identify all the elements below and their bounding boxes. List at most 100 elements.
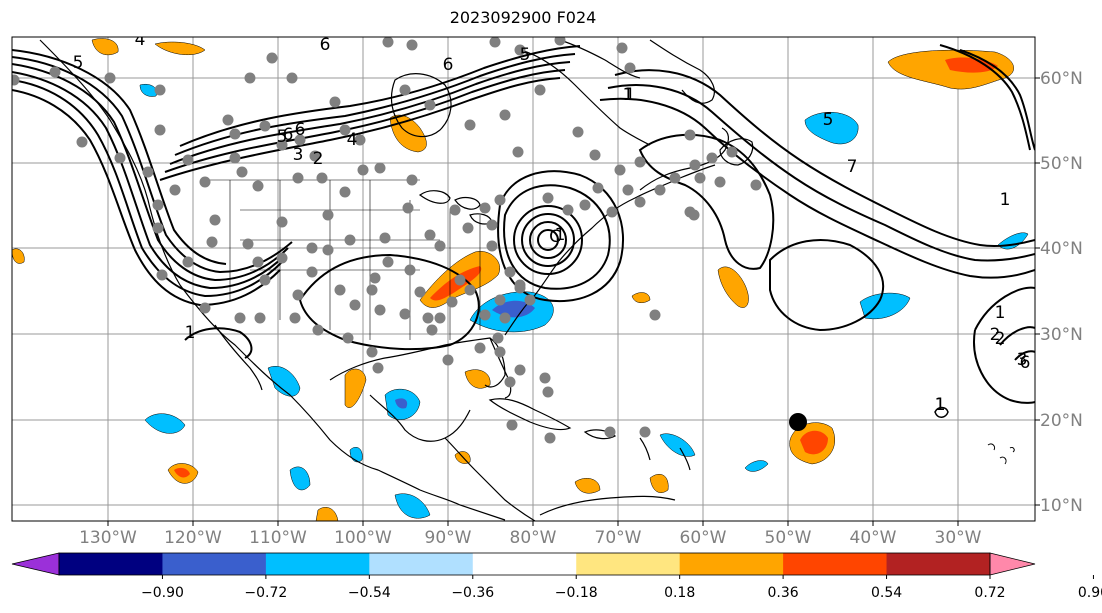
colorbar-tick-label: 0.36 [768,585,799,601]
shade-negative [859,292,911,320]
contour-label: 5 [277,127,288,147]
station-dot [322,209,334,221]
station-dot [474,342,486,354]
contour-label: 1 [995,303,1006,323]
station-dot [306,242,318,254]
station-dot [514,364,526,376]
station-dot [479,202,491,214]
station-dot [694,172,706,184]
lon-tick-label: 100°W [334,528,392,548]
station-dot [726,146,738,158]
shade-positive [649,474,669,493]
station-dot [379,232,391,244]
station-dot [406,174,418,186]
station-dot [222,114,234,126]
station-dot [357,164,369,176]
colorbar-segment [162,553,267,575]
station-dot [289,312,301,324]
station-dot [292,172,304,184]
station-dot [309,150,321,162]
station-dot [259,274,271,286]
station-dot [292,289,304,301]
colorbar-segment [472,553,577,575]
lat-tick-label: 20°N [1040,411,1083,431]
station-dot [579,199,591,211]
lon-tick-label: 90°W [425,528,472,548]
lon-tick-label: 130°W [79,528,137,548]
shade-positive [344,368,367,408]
station-dot [374,162,386,174]
longitude-axis: 130°W 120°W 110°W 100°W 90°W 80°W 70°W 60°W 50°W… [79,521,982,548]
lon-tick-label: 110°W [249,528,307,548]
shade-negative [144,413,186,434]
station-dot [624,62,636,74]
station-dot [276,216,288,228]
station-dot [334,284,346,296]
station-dot [616,42,628,54]
contour-label: 6 [295,120,306,140]
station-dot [369,272,381,284]
station-dot [544,432,556,444]
shade-positive-core [174,467,190,478]
contour-label: 1 [623,85,634,105]
station-dot [382,256,394,268]
lon-tick-label: 30°W [935,528,982,548]
station-dot [504,266,516,278]
station-dot [434,312,446,324]
station-dot [366,346,378,358]
station-dot [154,124,166,136]
station-dot [76,136,88,148]
contour-label: 1 [935,395,946,415]
shade-negative [744,460,769,472]
station-dot [589,149,601,161]
station-dot [276,139,288,151]
station-dot [316,172,328,184]
station-dot [486,240,498,252]
station-dot [424,229,436,241]
station-dot [322,244,334,256]
station-dot [366,284,378,296]
contour-label: 4 [135,30,146,50]
station-dot [494,194,506,206]
station-dot [199,176,211,188]
station-dot [229,152,241,164]
station-dot [542,386,554,398]
colorbar-border [58,552,991,576]
contour-label: 2 [990,325,1001,345]
station-dot [259,120,271,132]
station-dot [454,274,466,286]
station-dot [634,196,646,208]
colorbar-segment [679,553,784,575]
shade-positive [154,41,206,56]
station-dot [554,37,566,46]
colorbar-extend-high [989,552,1036,576]
lat-tick-label: 40°N [1040,239,1083,259]
station-dot [286,72,298,84]
colorbar: −0.90 −0.72 −0.54 −0.36 −0.18 0.18 0.36 0.54 0.7… [11,552,1102,601]
station-dot [592,182,604,194]
shade-negative [659,433,696,457]
colorbar-tick-label: 0.72 [974,585,1005,601]
station-dot [572,126,584,138]
station-dot [399,308,411,320]
contour-label: 6 [283,125,294,145]
lon-tick-label: 60°W [680,528,727,548]
station-dot [654,184,666,196]
station-dot [242,238,254,250]
lon-tick-label: 40°W [850,528,897,548]
station-dot [639,426,651,438]
station-dot [152,199,164,211]
station-dot [49,66,61,78]
colorbar-tick-label: −0.72 [244,585,287,601]
shade-positive [464,369,491,389]
lat-tick-label: 50°N [1040,154,1083,174]
station-dot [372,362,384,374]
station-dot [236,166,248,178]
station-dot [604,426,616,438]
station-dot [339,186,351,198]
station-dot [252,256,264,268]
colorbar-tick-label: −0.90 [141,585,184,601]
contour-label: 6 [1020,353,1031,373]
